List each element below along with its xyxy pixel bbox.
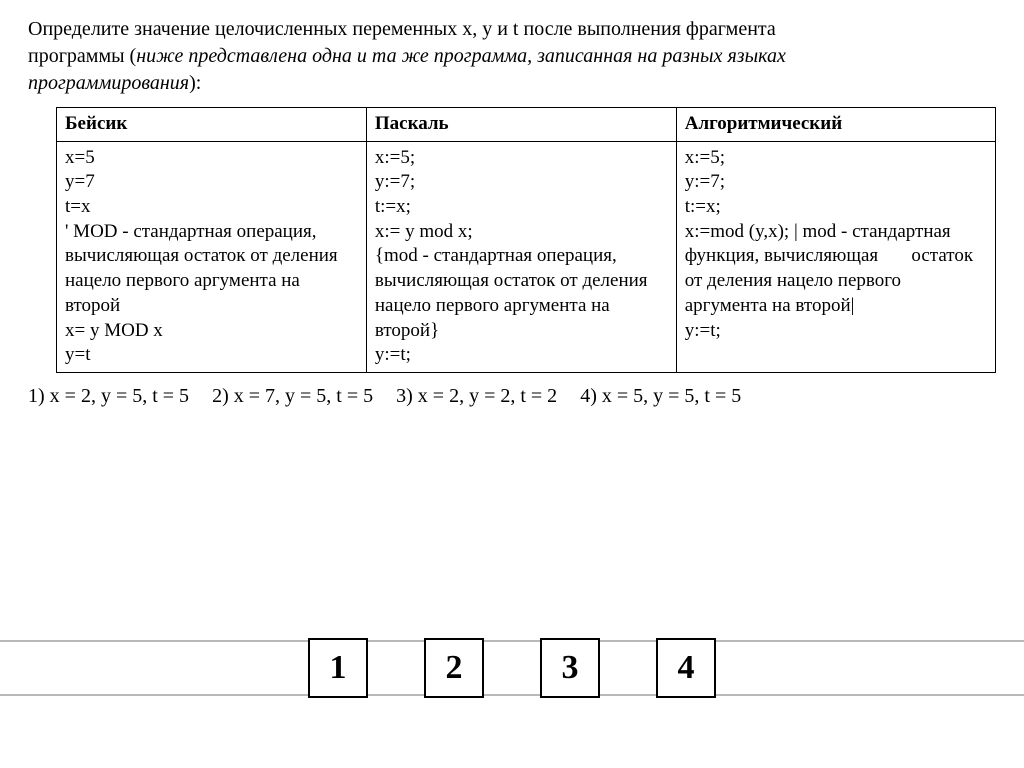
prompt-line3-plain: ): — [189, 72, 201, 94]
choice-bar: 1 2 3 4 — [0, 640, 1024, 696]
header-basic: Бейсик — [57, 108, 367, 142]
code-pascal: x:=5; y:=7; t:=x; x:= y mod x; {mod - ст… — [375, 146, 668, 368]
answer-option-2: 2) x = 7, y = 5, t = 5 — [212, 385, 373, 407]
answer-option-4: 4) x = 5, y = 5, t = 5 — [580, 385, 741, 407]
header-pascal: Паскаль — [366, 108, 676, 142]
prompt-line2-italic: ниже представлена одна и та же программа… — [136, 45, 786, 67]
page-content: Определите значение целочисленных переме… — [0, 0, 1024, 410]
choice-button-3[interactable]: 3 — [540, 638, 600, 698]
answer-option-1: 1) x = 2, y = 5, t = 5 — [28, 385, 189, 407]
answer-option-3: 3) x = 2, y = 2, t = 2 — [396, 385, 557, 407]
choice-button-1[interactable]: 1 — [308, 638, 368, 698]
choice-row: 1 2 3 4 — [0, 638, 1024, 698]
table-code-row: x=5 y=7 t=x ' MOD - стандартная операция… — [57, 141, 996, 372]
prompt-line3-italic: программирования — [28, 72, 189, 94]
code-algo: x:=5; y:=7; t:=x; x:=mod (y,x); | mod - … — [685, 146, 987, 344]
header-algo: Алгоритмический — [676, 108, 995, 142]
answer-options-line: 1) x = 2, y = 5, t = 5 2) x = 7, y = 5, … — [28, 383, 996, 410]
choice-button-2[interactable]: 2 — [424, 638, 484, 698]
choice-button-4[interactable]: 4 — [656, 638, 716, 698]
prompt-line1: Определите значение целочисленных переме… — [28, 18, 776, 40]
code-basic: x=5 y=7 t=x ' MOD - стандартная операция… — [65, 146, 358, 368]
code-comparison-table: Бейсик Паскаль Алгоритмический x=5 y=7 t… — [56, 107, 996, 373]
task-prompt: Определите значение целочисленных переме… — [28, 16, 996, 97]
prompt-line2-plain: программы ( — [28, 45, 136, 67]
table-header-row: Бейсик Паскаль Алгоритмический — [57, 108, 996, 142]
